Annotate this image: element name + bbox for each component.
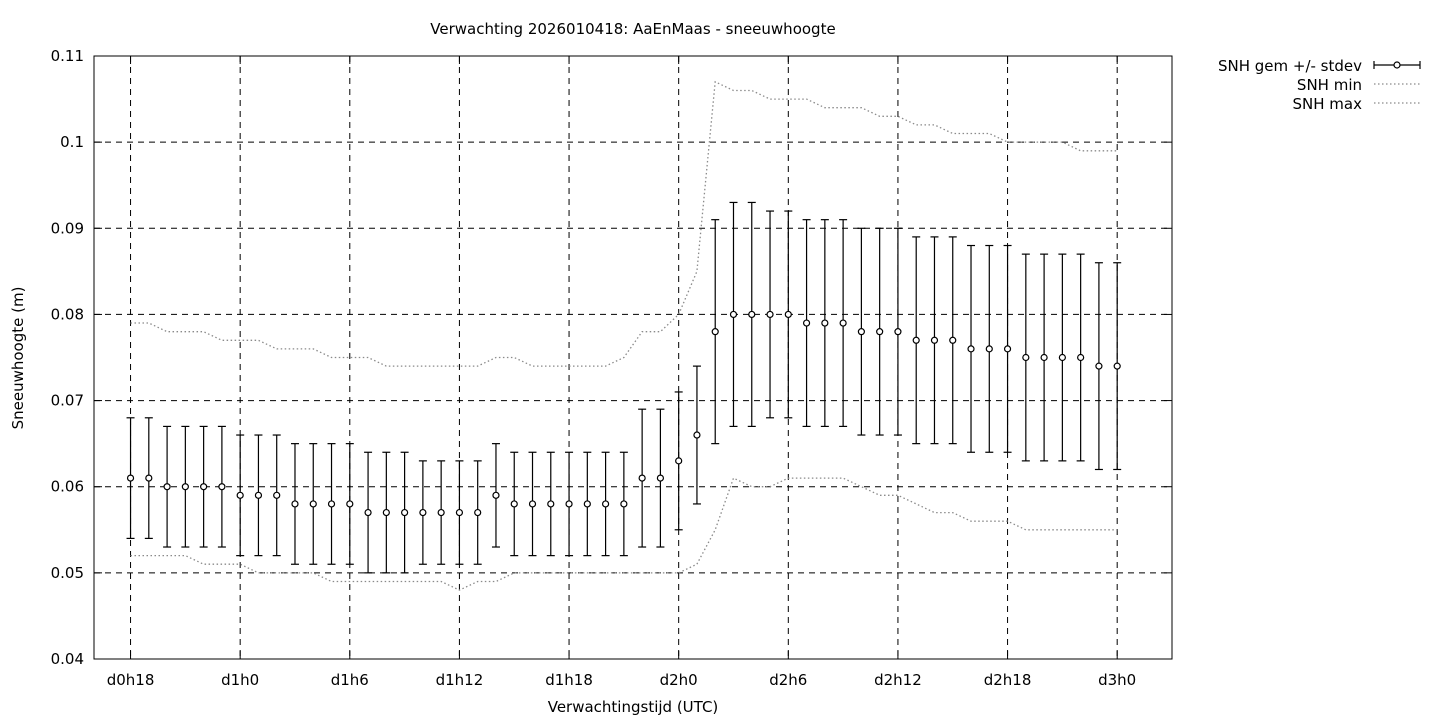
y-tick-label: 0.05	[51, 564, 84, 582]
mean-point	[656, 474, 665, 482]
mean-point	[145, 474, 153, 482]
mean-point	[675, 457, 683, 465]
mean-point	[894, 328, 902, 336]
series-layer	[126, 80, 1122, 591]
mean-point	[346, 500, 354, 508]
legend-entry: SNH min	[1297, 76, 1420, 94]
mean-point	[419, 508, 427, 517]
mean-point	[510, 500, 518, 508]
plot-frame	[93, 55, 1173, 660]
mean-point	[273, 491, 281, 499]
mean-point	[711, 328, 719, 336]
legend-key-point	[1393, 61, 1401, 69]
mean-point	[291, 500, 299, 508]
mean-point	[748, 310, 756, 319]
mean-point	[236, 491, 244, 499]
series-line	[130, 477, 1118, 591]
legend-label: SNH gem +/- stdev	[1218, 57, 1362, 75]
mean-point	[1022, 353, 1030, 362]
mean-point	[876, 328, 884, 336]
mean-point	[583, 500, 591, 508]
mean-point	[821, 319, 829, 327]
mean-point	[930, 336, 939, 344]
x-tick-label: d2h12	[874, 671, 922, 689]
x-tick-label: d1h0	[221, 671, 259, 689]
x-tick-label: d1h6	[331, 671, 369, 689]
mean-point	[254, 491, 263, 499]
legend-entry: SNH max	[1293, 95, 1420, 113]
mean-point	[1040, 353, 1048, 362]
mean-point	[1003, 345, 1012, 353]
mean-point	[784, 310, 792, 319]
mean-point	[565, 500, 573, 508]
series-line	[130, 80, 1118, 367]
mean-point	[729, 310, 738, 319]
mean-point	[1113, 362, 1121, 370]
mean-point	[455, 508, 464, 517]
mean-point	[181, 483, 189, 491]
series-3	[130, 80, 1118, 367]
mean-point	[620, 500, 628, 508]
mean-point	[912, 336, 920, 344]
legend-entry: SNH gem +/- stdev	[1218, 57, 1421, 75]
mean-point	[638, 474, 646, 482]
mean-point	[309, 500, 317, 508]
grid	[94, 56, 1172, 659]
x-tick-label: d2h0	[660, 671, 698, 689]
mean-point	[218, 483, 226, 491]
chart-title: Verwachting 2026010418: AaEnMaas - sneeu…	[430, 20, 835, 38]
mean-point	[401, 508, 409, 517]
mean-point	[839, 319, 847, 327]
x-tick-label: d2h6	[769, 671, 807, 689]
x-tick-label: d0h18	[107, 671, 155, 689]
series-1	[126, 201, 1122, 574]
mean-point	[766, 310, 774, 319]
x-tick-label: d1h18	[545, 671, 593, 689]
mean-point	[382, 508, 390, 517]
x-tick-label: d2h18	[984, 671, 1032, 689]
mean-point	[474, 508, 482, 517]
mean-point	[437, 508, 445, 517]
x-tick-label: d3h0	[1098, 671, 1136, 689]
mean-point	[985, 345, 993, 353]
mean-point	[528, 500, 537, 508]
mean-point	[126, 474, 135, 482]
mean-point	[364, 508, 372, 517]
y-tick-label: 0.06	[51, 478, 84, 496]
y-tick-label: 0.07	[51, 392, 84, 410]
mean-point	[949, 336, 957, 344]
series-2	[130, 477, 1118, 591]
y-tick-label: 0.11	[51, 47, 84, 65]
mean-point	[163, 483, 171, 491]
mean-point	[857, 328, 865, 336]
legend-label: SNH max	[1293, 95, 1363, 113]
mean-point	[1077, 353, 1085, 362]
mean-point	[327, 500, 336, 508]
y-tick-label: 0.04	[51, 650, 84, 668]
mean-point	[547, 500, 555, 508]
mean-point	[802, 319, 811, 327]
x-axis-label: Verwachtingstijd (UTC)	[548, 698, 719, 716]
mean-point	[1058, 353, 1066, 362]
legend-label: SNH min	[1297, 76, 1362, 94]
mean-point	[492, 491, 500, 499]
mean-point	[1095, 362, 1103, 370]
mean-point	[967, 345, 975, 353]
mean-point	[200, 483, 208, 491]
mean-point	[693, 431, 701, 439]
mean-point	[601, 500, 610, 508]
y-axis-label: Sneeuwhoogte (m)	[9, 287, 27, 430]
y-tick-label: 0.09	[51, 219, 84, 237]
y-tick-label: 0.08	[51, 305, 84, 323]
y-tick-label: 0.1	[60, 133, 84, 151]
axis-ticks: 0.04 0.05 0.06 0.07 0.08 0.09 0.1 0.11 d0h18 d1h0…	[51, 47, 1172, 689]
x-tick-label: d1h12	[436, 671, 484, 689]
